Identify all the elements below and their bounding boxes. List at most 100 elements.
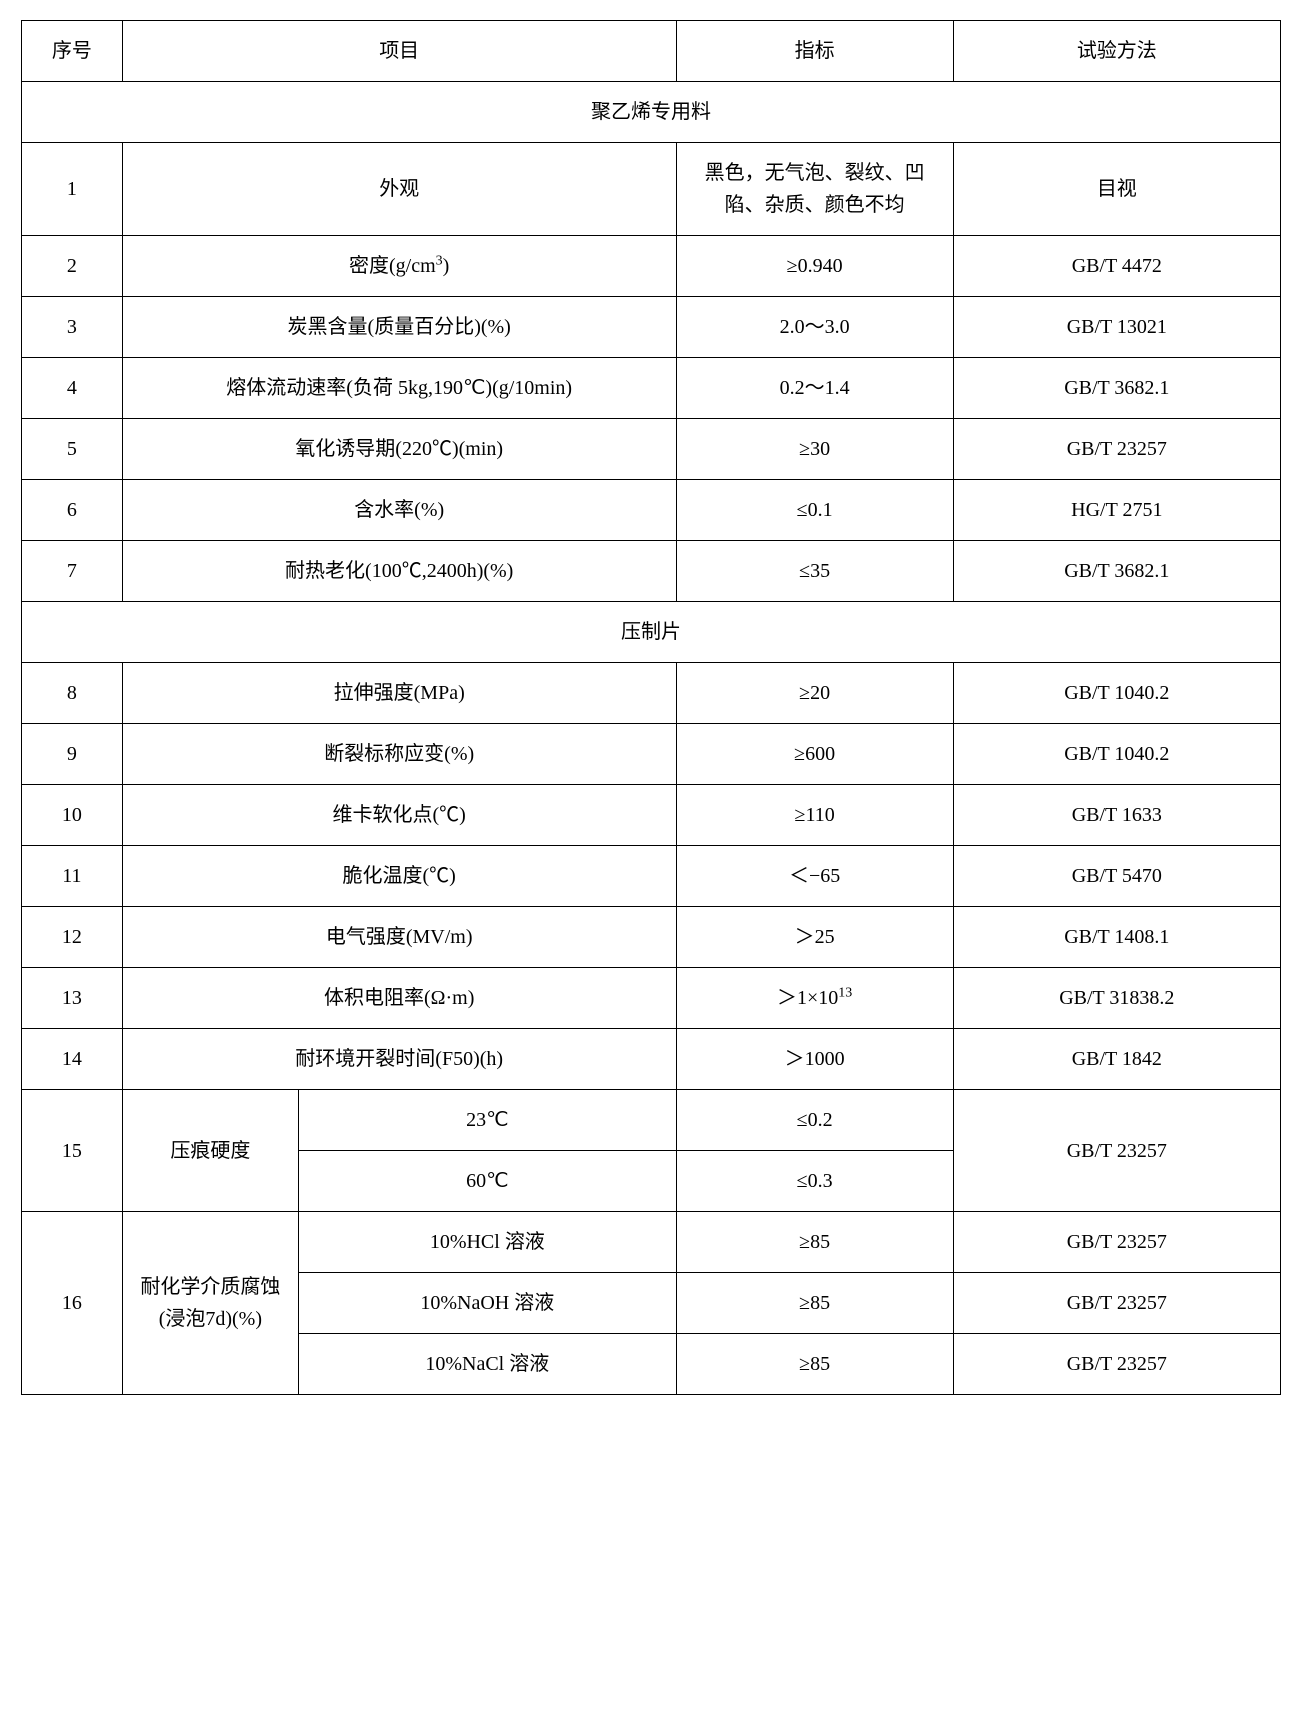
cell-item: 维卡软化点(℃) <box>122 785 676 846</box>
cell-method: GB/T 23257 <box>953 419 1280 480</box>
cell-seq: 1 <box>22 143 123 236</box>
cell-subcond: 10%HCl 溶液 <box>298 1212 676 1273</box>
header-method: 试验方法 <box>953 21 1280 82</box>
cell-spec: ≥20 <box>676 663 953 724</box>
cell-item: 炭黑含量(质量百分比)(%) <box>122 297 676 358</box>
table-row: 9 断裂标称应变(%) ≥600 GB/T 1040.2 <box>22 724 1281 785</box>
cell-subcond: 10%NaOH 溶液 <box>298 1273 676 1334</box>
cell-method: 目视 <box>953 143 1280 236</box>
cell-spec: ＞25 <box>676 907 953 968</box>
table-row: 11 脆化温度(℃) ＜−65 GB/T 5470 <box>22 846 1281 907</box>
cell-spec: ≥600 <box>676 724 953 785</box>
cell-spec: ≥85 <box>676 1273 953 1334</box>
cell-method: GB/T 23257 <box>953 1334 1280 1395</box>
header-spec: 指标 <box>676 21 953 82</box>
cell-seq: 7 <box>22 541 123 602</box>
cell-seq: 11 <box>22 846 123 907</box>
table-row: 16 耐化学介质腐蚀(浸泡7d)(%) 10%HCl 溶液 ≥85 GB/T 2… <box>22 1212 1281 1273</box>
cell-item: 断裂标称应变(%) <box>122 724 676 785</box>
cell-method: GB/T 1040.2 <box>953 724 1280 785</box>
cell-item: 体积电阻率(Ω·m) <box>122 968 676 1029</box>
cell-item: 熔体流动速率(负荷 5kg,190℃)(g/10min) <box>122 358 676 419</box>
cell-method: GB/T 1842 <box>953 1029 1280 1090</box>
cell-item-label: 压痕硬度 <box>122 1090 298 1212</box>
cell-subcond: 60℃ <box>298 1151 676 1212</box>
cell-item: 外观 <box>122 143 676 236</box>
cell-seq: 15 <box>22 1090 123 1212</box>
cell-spec: ≤35 <box>676 541 953 602</box>
table-row: 1 外观 黑色，无气泡、裂纹、凹陷、杂质、颜色不均 目视 <box>22 143 1281 236</box>
cell-subcond: 23℃ <box>298 1090 676 1151</box>
cell-method: GB/T 23257 <box>953 1212 1280 1273</box>
cell-method: GB/T 13021 <box>953 297 1280 358</box>
cell-method: GB/T 5470 <box>953 846 1280 907</box>
cell-seq: 5 <box>22 419 123 480</box>
cell-spec: 黑色，无气泡、裂纹、凹陷、杂质、颜色不均 <box>676 143 953 236</box>
table-row: 3 炭黑含量(质量百分比)(%) 2.0～3.0 GB/T 13021 <box>22 297 1281 358</box>
cell-item: 脆化温度(℃) <box>122 846 676 907</box>
table-row: 4 熔体流动速率(负荷 5kg,190℃)(g/10min) 0.2～1.4 G… <box>22 358 1281 419</box>
cell-method: GB/T 3682.1 <box>953 541 1280 602</box>
cell-seq: 2 <box>22 236 123 297</box>
cell-seq: 6 <box>22 480 123 541</box>
cell-spec: 0.2～1.4 <box>676 358 953 419</box>
cell-method: GB/T 23257 <box>953 1273 1280 1334</box>
cell-spec: ≥0.940 <box>676 236 953 297</box>
cell-item: 氧化诱导期(220℃)(min) <box>122 419 676 480</box>
table-row: 8 拉伸强度(MPa) ≥20 GB/T 1040.2 <box>22 663 1281 724</box>
table-row: 15 压痕硬度 23℃ ≤0.2 GB/T 23257 <box>22 1090 1281 1151</box>
table-row: 10 维卡软化点(℃) ≥110 GB/T 1633 <box>22 785 1281 846</box>
table-header-row: 序号 项目 指标 试验方法 <box>22 21 1281 82</box>
table-row: 13 体积电阻率(Ω·m) ＞1×1013 GB/T 31838.2 <box>22 968 1281 1029</box>
table-row: 7 耐热老化(100℃,2400h)(%) ≤35 GB/T 3682.1 <box>22 541 1281 602</box>
cell-spec: ≥85 <box>676 1334 953 1395</box>
cell-item: 拉伸强度(MPa) <box>122 663 676 724</box>
cell-spec: ≤0.3 <box>676 1151 953 1212</box>
cell-spec: ＜−65 <box>676 846 953 907</box>
cell-spec: 2.0～3.0 <box>676 297 953 358</box>
cell-subcond: 10%NaCl 溶液 <box>298 1334 676 1395</box>
cell-method: HG/T 2751 <box>953 480 1280 541</box>
cell-seq: 14 <box>22 1029 123 1090</box>
section1-title: 聚乙烯专用料 <box>22 82 1281 143</box>
cell-method: GB/T 4472 <box>953 236 1280 297</box>
cell-method: GB/T 23257 <box>953 1090 1280 1212</box>
cell-item: 含水率(%) <box>122 480 676 541</box>
cell-seq: 8 <box>22 663 123 724</box>
cell-seq: 13 <box>22 968 123 1029</box>
cell-spec: ≤0.2 <box>676 1090 953 1151</box>
section-header: 聚乙烯专用料 <box>22 82 1281 143</box>
header-item: 项目 <box>122 21 676 82</box>
header-seq: 序号 <box>22 21 123 82</box>
cell-method: GB/T 1408.1 <box>953 907 1280 968</box>
cell-method: GB/T 31838.2 <box>953 968 1280 1029</box>
section2-title: 压制片 <box>22 602 1281 663</box>
cell-seq: 12 <box>22 907 123 968</box>
cell-seq: 10 <box>22 785 123 846</box>
cell-seq: 16 <box>22 1212 123 1395</box>
cell-item-label: 耐化学介质腐蚀(浸泡7d)(%) <box>122 1212 298 1395</box>
cell-spec: ＞1000 <box>676 1029 953 1090</box>
section-header: 压制片 <box>22 602 1281 663</box>
cell-item: 耐环境开裂时间(F50)(h) <box>122 1029 676 1090</box>
table-row: 5 氧化诱导期(220℃)(min) ≥30 GB/T 23257 <box>22 419 1281 480</box>
table-row: 2 密度(g/cm3) ≥0.940 GB/T 4472 <box>22 236 1281 297</box>
cell-item: 电气强度(MV/m) <box>122 907 676 968</box>
cell-spec: ＞1×1013 <box>676 968 953 1029</box>
cell-spec: ≥110 <box>676 785 953 846</box>
cell-spec: ≥30 <box>676 419 953 480</box>
cell-seq: 4 <box>22 358 123 419</box>
cell-item: 耐热老化(100℃,2400h)(%) <box>122 541 676 602</box>
cell-method: GB/T 1040.2 <box>953 663 1280 724</box>
cell-spec: ≥85 <box>676 1212 953 1273</box>
cell-spec: ≤0.1 <box>676 480 953 541</box>
table-row: 14 耐环境开裂时间(F50)(h) ＞1000 GB/T 1842 <box>22 1029 1281 1090</box>
spec-table: 序号 项目 指标 试验方法 聚乙烯专用料 1 外观 黑色，无气泡、裂纹、凹陷、杂… <box>21 20 1281 1395</box>
cell-seq: 3 <box>22 297 123 358</box>
table-row: 6 含水率(%) ≤0.1 HG/T 2751 <box>22 480 1281 541</box>
cell-method: GB/T 1633 <box>953 785 1280 846</box>
cell-seq: 9 <box>22 724 123 785</box>
table-row: 12 电气强度(MV/m) ＞25 GB/T 1408.1 <box>22 907 1281 968</box>
cell-item: 密度(g/cm3) <box>122 236 676 297</box>
cell-method: GB/T 3682.1 <box>953 358 1280 419</box>
